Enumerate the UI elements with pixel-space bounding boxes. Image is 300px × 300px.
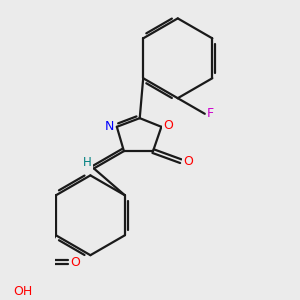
Text: N: N [104,120,114,133]
Text: OH: OH [13,285,32,298]
Text: H: H [83,156,92,169]
Text: O: O [164,118,173,132]
Text: O: O [184,155,193,168]
Text: F: F [207,107,214,120]
Text: O: O [71,256,81,269]
